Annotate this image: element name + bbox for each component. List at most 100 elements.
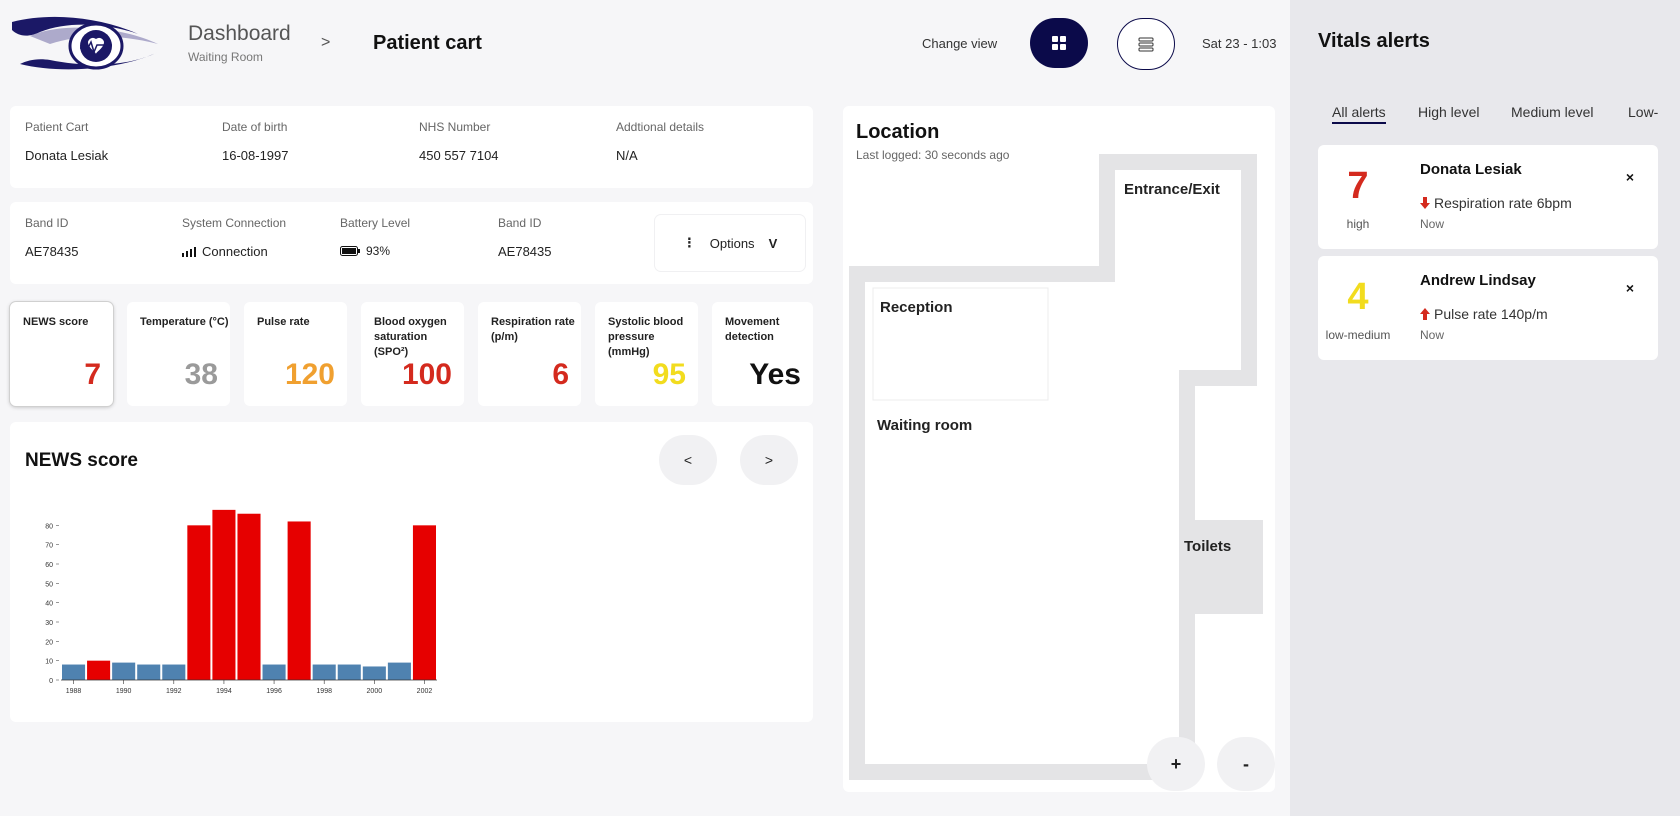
app-logo [10,12,160,74]
metric-label: Pulse rate [257,316,310,328]
metric-blood-oxygen[interactable]: Blood oxygen saturation (SPO²) 100 [361,302,464,406]
metric-temperature[interactable]: Temperature (°C) 38 [127,302,230,406]
chart-next-button[interactable]: > [740,435,798,485]
options-button[interactable]: ⋮ Options V [655,215,805,271]
metric-movement-detection[interactable]: Movement detection Yes [712,302,813,406]
battery-icon [340,246,360,256]
grid-view-button[interactable] [1030,18,1088,68]
chart-bar [62,664,86,680]
alert-time: Now [1420,217,1445,231]
y-tick-label: 50 [45,581,53,588]
connection-value: Connection [202,244,268,259]
x-tick-label: 1996 [266,688,282,695]
x-tick-label: 1998 [316,688,332,695]
alert-patient-name: Donata Lesiak [1420,161,1522,178]
signal-icon [182,246,196,257]
metric-respiration-rate[interactable]: Respiration rate (p/m) 6 [478,302,581,406]
close-icon[interactable]: × [1625,169,1634,185]
alert-message: Pulse rate 140p/m [1420,306,1548,322]
patient-info-card: Patient Cart Donata Lesiak Date of birth… [10,106,813,188]
battery-status: 93% [340,244,390,258]
zoom-in-button[interactable]: + [1147,737,1205,791]
metric-label: Respiration rate (p/m) [491,316,575,343]
location-last-logged: Last logged: 30 seconds ago [856,148,1010,162]
chart-bar [112,662,136,680]
metric-pulse-rate[interactable]: Pulse rate 120 [244,302,347,406]
chevron-down-icon: V [768,235,778,251]
room-waiting: Waiting room [877,417,973,434]
close-icon[interactable]: × [1625,280,1634,296]
x-tick-label: 1992 [166,688,182,695]
grid-icon [1052,36,1066,50]
chart-bar [137,664,161,680]
metric-value: 100 [401,358,452,391]
chart-title: NEWS score [25,450,138,471]
arrow-down-icon [1420,197,1430,209]
chart-bar [162,664,186,680]
location-title: Location [856,121,940,143]
zoom-out-button[interactable]: - [1217,737,1275,791]
chart-bar [262,664,286,680]
alert-score: 4 [1347,276,1369,318]
page-title: Patient cart [373,32,482,54]
metric-value: 6 [552,358,569,391]
alert-message-text: Respiration rate 6bpm [1434,195,1572,211]
chart-bar [212,509,236,680]
metric-label: Blood oxygen saturation (SPO²) [374,316,447,358]
device-info-card: Band ID AE78435 System Connection Connec… [10,202,813,284]
datetime: Sat 23 - 1:03 [1202,36,1277,51]
band-id-label: Band ID [25,216,69,230]
tab-all-alerts[interactable]: All alerts [1332,104,1386,124]
y-tick-label: 10 [45,659,53,666]
room-entrance: Entrance/Exit [1124,181,1220,198]
location-card [843,106,1275,792]
y-tick-label: 60 [45,562,53,569]
tab-high-level[interactable]: High level [1418,104,1480,120]
alert-patient-name: Andrew Lindsay [1420,272,1536,289]
details-label: Addtional details [616,120,705,134]
chart-bar [412,525,436,680]
chart-bar [312,664,336,680]
kebab-icon: ⋮ [682,235,696,250]
x-tick-label: 1988 [66,688,82,695]
tab-low-level[interactable]: Low- [1628,104,1659,120]
chart-prev-button[interactable]: < [659,435,717,485]
change-view-label: Change view [922,36,998,51]
y-tick-label: 70 [45,543,53,550]
alert-card[interactable]: 7 high Donata Lesiak Respiration rate 6b… [1318,145,1658,249]
floor-map [849,154,1263,780]
vitals-alerts-panel [1290,0,1680,816]
metric-value: 7 [84,358,101,391]
metric-label: Movement detection [725,316,780,343]
list-view-button[interactable] [1117,18,1175,70]
x-tick-label: 2000 [367,688,383,695]
band-id-value: AE78435 [25,244,79,259]
room-toilets: Toilets [1184,538,1232,555]
patient-cart-label: Patient Cart [25,120,89,134]
breadcrumb-separator: > [321,34,331,51]
alerts-title: Vitals alerts [1318,30,1430,52]
y-tick-label: 30 [45,620,53,627]
y-tick-label: 40 [45,601,53,608]
dob-label: Date of birth [222,120,288,134]
battery-label: Battery Level [340,216,411,230]
alert-level: high [1346,217,1370,231]
alert-card[interactable]: 4 low-medium Andrew Lindsay Pulse rate 1… [1318,256,1658,360]
metric-value: 120 [284,358,335,391]
patient-cart-value: Donata Lesiak [25,148,109,163]
chart-bar [362,666,386,680]
list-icon [1138,37,1154,52]
band-id-2-value: AE78435 [498,244,552,259]
metric-blood-pressure[interactable]: Systolic blood pressure (mmHg) 95 [595,302,698,406]
metric-news-score[interactable]: NEWS score 7 [10,302,113,406]
breadcrumb-title[interactable]: Dashboard [188,22,291,45]
connection-status: Connection [182,244,268,259]
tab-medium-level[interactable]: Medium level [1511,104,1594,120]
news-score-chart: 0 10 20 30 40 50 60 70 80 1988 1990 1992 1994 1996 199… [45,509,437,695]
nhs-value: 450 557 7104 [419,148,499,163]
chart-bar [337,664,361,680]
nhs-label: NHS Number [419,120,491,134]
details-value: N/A [616,148,638,163]
alert-level: low-medium [1325,328,1391,342]
y-tick-label: 20 [45,639,53,646]
